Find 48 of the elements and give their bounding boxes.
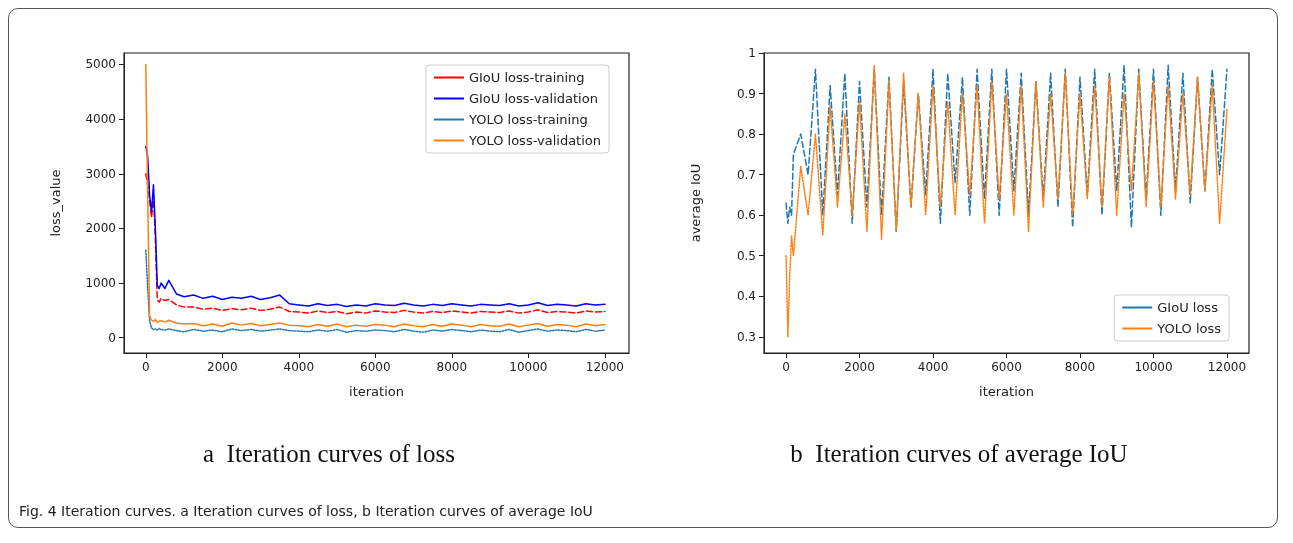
y-axis-title: loss_value: [48, 169, 63, 237]
line-series: [145, 173, 606, 315]
y-tick-label: 4000: [85, 112, 116, 127]
y-tick-label: 0.4: [736, 289, 756, 304]
y-tick-label: 5000: [85, 57, 116, 72]
y-tick-label: 0: [108, 330, 116, 345]
y-tick-label: 0.9: [736, 86, 756, 101]
x-axis-title: iteration: [979, 384, 1034, 399]
x-tick-label: 12000: [585, 360, 624, 374]
legend-label: YOLO loss-validation: [467, 133, 602, 148]
line-series: [785, 64, 1228, 233]
x-tick-label: 2000: [844, 360, 875, 374]
x-tick-label: 12000: [1207, 360, 1247, 374]
figure-frame: loss_value iteration 0 1000 2000 3000 4000 5000 0 2000 4000 6000 8000 10000 12000 GIoU loss-training GIoU loss-validation YOLO loss-training YOLO loss-validation a Iteration curves of loss average IoU iteration 0.3 0.4 0.5 0.6 0.7 0.8 0.9 1 0 2000 4000 6000 8000 10000 12000 GIoU loss YOLO loss b Iteration curves of average IoU Fig. 4 Iteration curves. a Iteration curves of loss, b Iteration curves of average IoU: [8, 8, 1278, 528]
y-tick-label: 1000: [85, 276, 116, 291]
y-axis-title: average IoU: [688, 163, 703, 243]
line-series: [145, 249, 606, 333]
legend-label: GIoU loss-validation: [468, 91, 598, 106]
y-tick-label: 0.8: [736, 127, 756, 142]
x-tick-label: 10000: [1134, 360, 1173, 374]
y-tick-label: 2000: [85, 221, 116, 236]
y-tick-label: 0.6: [736, 208, 756, 223]
x-tick-label: 10000: [509, 360, 548, 374]
text: b Iteration curves of average IoU: [790, 440, 1128, 467]
legend-label: GIoU loss-training: [468, 70, 585, 85]
x-tick-label: 0: [782, 360, 790, 374]
x-tick-label: 2000: [207, 360, 238, 374]
y-tick-label: 0.7: [736, 167, 756, 182]
x-tick-label: 4000: [283, 360, 315, 374]
legend-label: GIoU loss: [1157, 300, 1219, 315]
line-series: [145, 145, 606, 308]
x-tick-label: 6000: [991, 360, 1022, 374]
x-axis-title: iteration: [349, 384, 404, 399]
y-tick-label: 1: [748, 46, 756, 60]
x-tick-label: 0: [141, 360, 150, 374]
x-tick-label: 6000: [360, 360, 391, 374]
x-tick-label: 8000: [436, 360, 468, 374]
legend-label: YOLO loss: [1156, 321, 1222, 336]
y-tick-label: 0.5: [736, 248, 756, 263]
x-tick-label: 4000: [917, 360, 949, 374]
line-series: [145, 63, 606, 328]
caption: Fig. 4 Iteration curves. a Iteration curves of loss, b Iteration curves of average IoU: [19, 503, 593, 519]
legend-label: YOLO loss-training: [467, 112, 588, 127]
y-tick-label: 0.3: [736, 329, 756, 344]
x-tick-label: 8000: [1064, 360, 1096, 374]
text: a Iteration curves of loss: [202, 440, 456, 467]
line-series: [785, 64, 1228, 338]
y-tick-label: 3000: [85, 166, 116, 181]
